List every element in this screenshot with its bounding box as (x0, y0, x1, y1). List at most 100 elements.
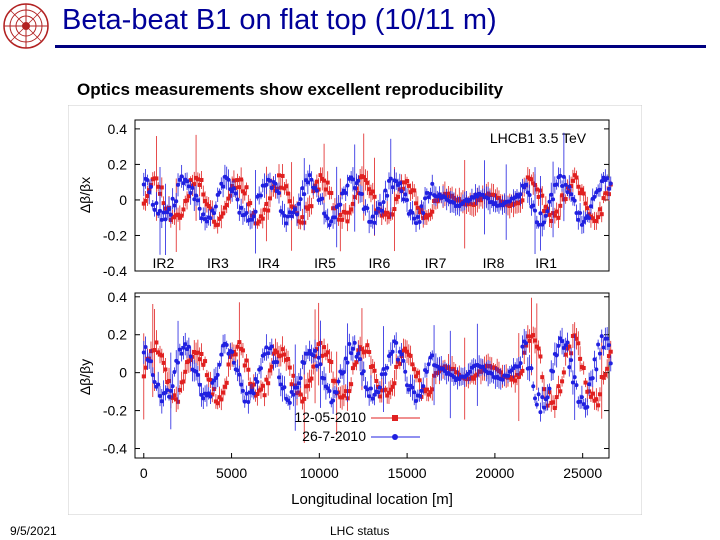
x-point-series-1 (367, 187, 372, 192)
y-point-series-1 (222, 384, 227, 389)
y-point-series-1 (156, 350, 161, 355)
y-point-series-1 (397, 361, 402, 366)
y-point-series-2 (343, 356, 348, 361)
y-point-series-1 (392, 381, 397, 386)
y-point-series-2 (534, 402, 539, 407)
y-point-series-2 (489, 371, 494, 376)
x-point-series-1 (414, 201, 419, 206)
x-point-series-1 (590, 216, 595, 221)
x-point-series-1 (529, 177, 534, 182)
y-point-series-1 (563, 352, 568, 357)
x-point-series-2 (267, 178, 272, 183)
y-point-series-1 (323, 352, 328, 357)
y-point-series-1 (309, 376, 314, 381)
x-point-series-2 (213, 204, 218, 209)
x-point-series-2 (578, 211, 583, 216)
beta-beat-figure: LHCB1 3.5 TeV Δβ/βx 0.4 0.2 0 -0.2 -0.4 IR2 I… (68, 105, 642, 515)
x-point-series-2 (415, 214, 420, 219)
y-point-series-2 (275, 360, 280, 365)
y-point-series-1 (300, 399, 305, 404)
y-point-series-2 (421, 384, 426, 389)
x-point-series-2 (565, 190, 570, 195)
y-point-series-1 (349, 382, 354, 387)
y-point-series-1 (590, 391, 595, 396)
x-point-series-1 (282, 186, 287, 191)
x-point-series-1 (248, 201, 253, 206)
y-point-series-1 (424, 387, 429, 392)
y-point-series-2 (403, 369, 408, 374)
y-point-series-1 (240, 348, 245, 353)
y-point-series-2 (230, 349, 235, 354)
y-point-series-1 (365, 343, 370, 348)
x-point-series-2 (605, 176, 610, 181)
y-point-series-2 (231, 360, 236, 365)
x-point-series-2 (549, 192, 554, 197)
x-point-series-2 (179, 174, 184, 179)
x-point-series-2 (167, 207, 172, 212)
y-point-series-2 (206, 391, 211, 396)
x-point-series-2 (295, 212, 300, 217)
y-point-series-2 (419, 388, 424, 393)
y-point-series-1 (513, 378, 518, 383)
y-point-series-2 (349, 351, 354, 356)
y-point-series-2 (367, 394, 372, 399)
x-point-series-1 (177, 215, 182, 220)
y-point-series-2 (401, 358, 406, 363)
x-point-series-2 (547, 199, 552, 204)
x-point-series-1 (585, 206, 590, 211)
x-point-series-1 (542, 208, 547, 213)
y-point-series-2 (531, 384, 536, 389)
y-point-series-1 (556, 384, 561, 389)
x-point-series-1 (287, 199, 292, 204)
y-point-series-1 (167, 378, 172, 383)
y-point-series-1 (385, 393, 390, 398)
x-point-series-2 (141, 182, 146, 187)
y-point-series-1 (347, 389, 352, 394)
x-point-series-2 (296, 201, 301, 206)
y-point-series-1 (343, 389, 348, 394)
y-point-series-1 (608, 349, 613, 354)
y-point-series-1 (581, 365, 586, 370)
x-ytick-label: 0.4 (108, 121, 128, 137)
x-point-series-1 (199, 177, 204, 182)
x-point-series-2 (289, 214, 294, 219)
x-point-series-2 (350, 177, 355, 182)
y-point-series-1 (221, 390, 226, 395)
y-point-series-1 (430, 387, 435, 392)
y-point-series-1 (287, 365, 292, 370)
y-point-series-2 (376, 390, 381, 395)
x-point-series-2 (226, 177, 231, 182)
y-point-series-2 (277, 375, 282, 380)
x-point-series-2 (177, 177, 182, 182)
x-point-series-2 (414, 221, 419, 226)
y-point-series-1 (471, 376, 476, 381)
y-point-series-1 (403, 346, 408, 351)
x-point-series-2 (217, 190, 222, 195)
x-point-series-1 (401, 186, 406, 191)
y-point-series-2 (264, 345, 269, 350)
x-point-series-1 (257, 219, 262, 224)
x-point-series-2 (212, 211, 217, 216)
y-point-series-2 (322, 376, 327, 381)
x-point-series-1 (392, 207, 397, 212)
y-point-series-2 (538, 410, 543, 415)
x-point-series-2 (370, 214, 375, 219)
y-point-series-1 (554, 395, 559, 400)
x-point-series-1 (478, 198, 483, 203)
x-point-series-1 (570, 178, 575, 183)
x-point-series-2 (156, 211, 161, 216)
y-point-series-1 (271, 351, 276, 356)
y-point-series-1 (203, 359, 208, 364)
x-point-series-2 (531, 203, 536, 208)
x-point-series-2 (170, 196, 175, 201)
y-point-series-1 (596, 403, 601, 408)
beta-beat-y-panel: Δβ/βy 0.4 0.2 0 -0.2 -0.4 0 5000 10000 15000 200… (77, 289, 613, 508)
x-point-series-2 (471, 195, 476, 200)
y-point-series-2 (167, 394, 172, 399)
y-point-series-2 (347, 341, 352, 346)
x-point-series-1 (172, 215, 177, 220)
x-point-series-2 (188, 190, 193, 195)
x-point-series-2 (403, 192, 408, 197)
y-point-series-2 (596, 342, 601, 347)
x-point-series-1 (507, 204, 512, 209)
